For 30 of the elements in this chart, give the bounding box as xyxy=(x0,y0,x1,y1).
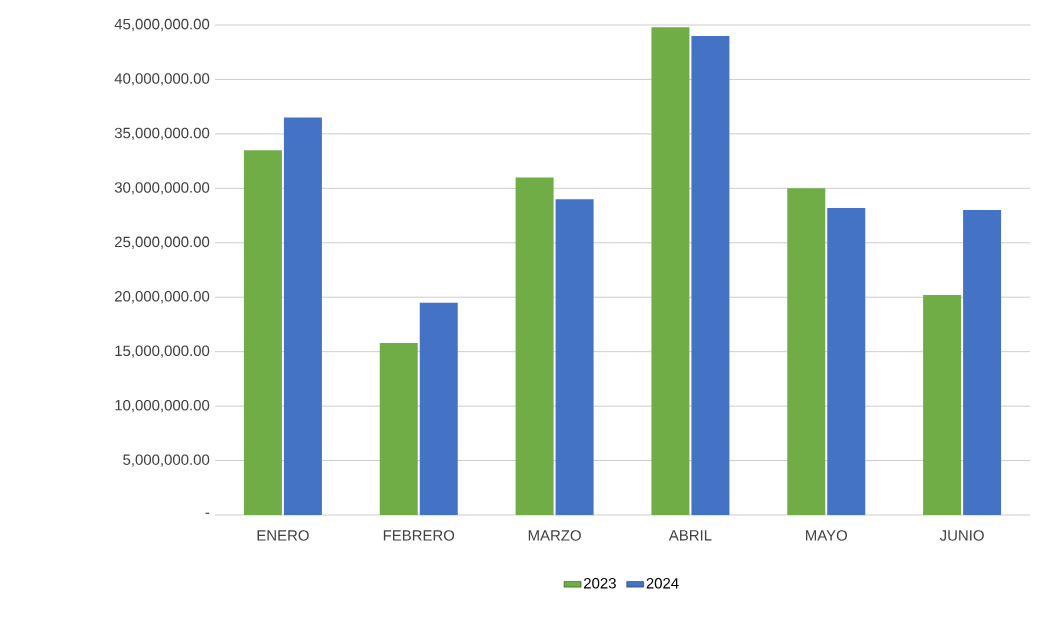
y-tick-label: 15,000,000.00 xyxy=(115,345,210,358)
y-tick-label: 45,000,000.00 xyxy=(114,18,210,32)
y-tick-label: 40,000,000.00 xyxy=(114,73,210,86)
y-tick-label: 5,000,000.00 xyxy=(123,454,210,467)
bar xyxy=(827,207,866,515)
bar xyxy=(283,117,322,515)
bar xyxy=(691,35,730,515)
x-tick-label: FEBRERO xyxy=(383,530,455,541)
bar xyxy=(379,342,418,515)
bar xyxy=(651,27,690,515)
x-tick-label: MARZO xyxy=(528,530,581,541)
bar xyxy=(419,302,458,515)
y-tick-label: 10,000,000.00 xyxy=(115,399,210,413)
bar xyxy=(555,199,594,515)
y-tick-label: 35,000,000.00 xyxy=(114,127,210,141)
bar xyxy=(243,150,282,515)
x-tick-label: MAYO xyxy=(806,530,847,541)
bar xyxy=(787,188,826,515)
y-tick-label: - xyxy=(205,512,210,514)
y-tick-label: 20,000,000.00 xyxy=(115,291,210,304)
legend-label: 2024 xyxy=(646,577,679,589)
x-tick-label: JUNIO xyxy=(939,530,984,541)
x-tick-label: ENERO xyxy=(257,530,309,541)
x-tick-label: ABRIL xyxy=(668,530,712,541)
bar xyxy=(923,295,962,515)
bar xyxy=(515,177,554,515)
legend-label: 2023 xyxy=(584,577,616,589)
bar xyxy=(963,210,1002,515)
y-tick-label: 30,000,000.00 xyxy=(114,182,210,195)
y-tick-label: 25,000,000.00 xyxy=(115,236,210,249)
